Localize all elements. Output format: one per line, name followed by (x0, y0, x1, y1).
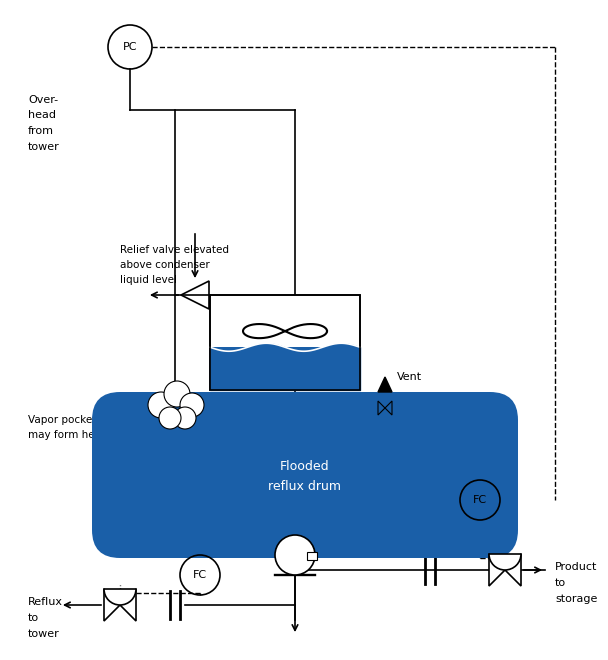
Circle shape (164, 381, 190, 407)
Text: head: head (28, 110, 56, 120)
Circle shape (275, 535, 315, 575)
FancyBboxPatch shape (92, 392, 518, 558)
Bar (210, 295, 360, 390)
Polygon shape (104, 589, 120, 621)
Circle shape (180, 393, 204, 417)
Text: Vapor pocket: Vapor pocket (28, 415, 97, 425)
Circle shape (148, 392, 174, 418)
Text: FC: FC (193, 570, 207, 580)
Polygon shape (489, 554, 505, 586)
Text: to: to (555, 578, 566, 588)
Text: reflux drum: reflux drum (269, 480, 342, 494)
Polygon shape (378, 377, 392, 392)
Text: may form here: may form here (28, 430, 105, 440)
Text: Reflux: Reflux (28, 597, 63, 607)
Text: storage: storage (555, 594, 598, 604)
Bar (210, 347, 360, 390)
Polygon shape (505, 554, 521, 586)
Text: PC: PC (123, 42, 137, 52)
Wedge shape (489, 554, 521, 570)
Wedge shape (104, 589, 136, 605)
Text: Relief valve elevated: Relief valve elevated (120, 245, 229, 255)
Circle shape (159, 407, 181, 429)
Text: above condenser: above condenser (120, 260, 210, 270)
Bar (210, 295, 360, 390)
Text: tower: tower (28, 629, 60, 639)
Bar (307, 552, 317, 560)
Text: Flooded: Flooded (280, 461, 330, 473)
Text: Over-: Over- (28, 95, 58, 105)
Text: Vent: Vent (397, 372, 422, 382)
Text: from: from (28, 126, 54, 136)
Text: Product: Product (555, 562, 598, 572)
Circle shape (174, 407, 196, 429)
Text: tower: tower (28, 142, 60, 152)
Polygon shape (120, 589, 136, 621)
Text: to: to (28, 613, 39, 623)
Text: FC: FC (473, 495, 487, 505)
Text: liquid level: liquid level (120, 275, 177, 285)
